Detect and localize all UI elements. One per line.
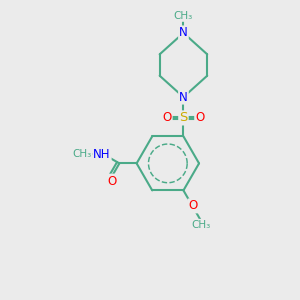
Text: NH: NH bbox=[93, 148, 111, 161]
Text: O: O bbox=[195, 111, 204, 124]
Text: CH₃: CH₃ bbox=[174, 11, 193, 21]
Text: O: O bbox=[107, 175, 117, 188]
Text: O: O bbox=[188, 200, 198, 212]
Text: CH₃: CH₃ bbox=[72, 149, 92, 159]
Text: CH₃: CH₃ bbox=[191, 220, 210, 230]
Text: S: S bbox=[179, 111, 188, 124]
Text: O: O bbox=[163, 111, 172, 124]
Text: N: N bbox=[179, 91, 188, 103]
Text: N: N bbox=[179, 26, 188, 39]
